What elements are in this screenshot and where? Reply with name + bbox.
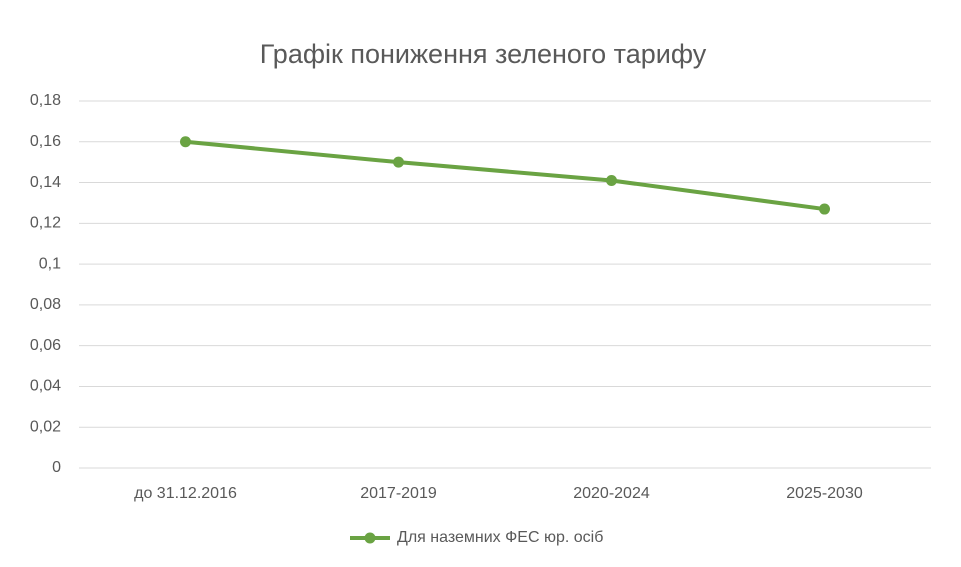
data-point xyxy=(393,156,404,168)
legend-label: Для наземних ФЕС юр. осіб xyxy=(397,529,603,546)
data-point xyxy=(606,175,617,187)
data-point xyxy=(819,203,830,215)
y-tick-label: 0,1 xyxy=(39,255,61,272)
y-tick-label: 0,08 xyxy=(30,296,61,313)
legend-marker xyxy=(364,532,376,544)
series-line xyxy=(185,139,825,212)
y-tick-label: 0,06 xyxy=(30,337,61,354)
x-tick-label: до 31.12.2016 xyxy=(134,485,237,502)
y-tick-label: 0 xyxy=(52,459,61,476)
y-tick-label: 0,14 xyxy=(30,174,61,191)
y-tick-label: 0,12 xyxy=(30,215,61,232)
x-tick-label: 2025-2030 xyxy=(786,485,863,502)
chart-title: Графік пониження зеленого тарифу xyxy=(260,39,707,69)
x-tick-label: 2020-2024 xyxy=(573,485,650,502)
y-tick-label: 0,02 xyxy=(30,418,61,435)
y-tick-label: 0,16 xyxy=(30,133,61,150)
y-tick-label: 0,04 xyxy=(30,378,61,395)
x-tick-label: 2017-2019 xyxy=(360,485,437,502)
y-tick-label: 0,18 xyxy=(30,92,61,109)
data-point xyxy=(180,136,191,148)
